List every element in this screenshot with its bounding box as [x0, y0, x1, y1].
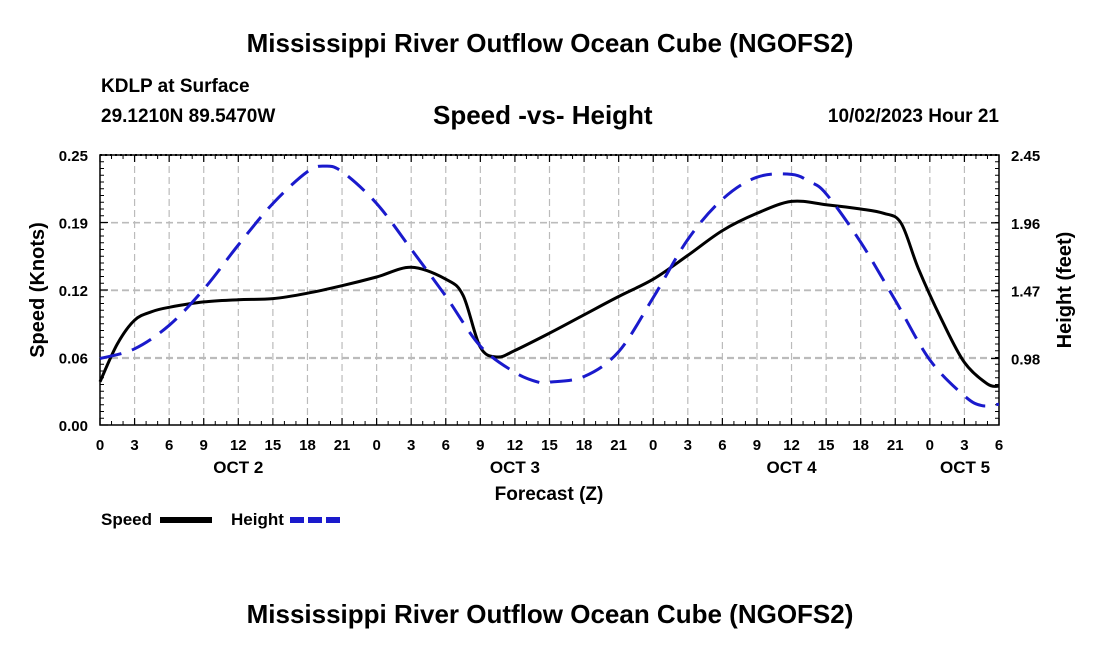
x-tick-label: 12: [230, 437, 247, 454]
x-tick-label: 0: [372, 437, 380, 454]
x-tick-label: 6: [718, 437, 726, 454]
x-tick-label: 15: [541, 437, 558, 454]
x-tick-label: 12: [783, 437, 800, 454]
date-label: OCT 4: [767, 458, 818, 477]
y2-axis-tick-labels: 0.98 1.47 1.96 2.45: [1011, 148, 1040, 369]
x-tick-label: 3: [684, 437, 692, 454]
station-label: KDLP at Surface: [101, 76, 250, 97]
x-tick-label: 9: [476, 437, 484, 454]
date-label: OCT 2: [213, 458, 263, 477]
x-tick-label: 0: [926, 437, 934, 454]
series-lines: [98, 164, 1000, 408]
x-tick-label: 15: [818, 437, 835, 454]
y2-axis-label: Height (feet): [1054, 232, 1076, 349]
y-tick-label: 0.25: [59, 148, 88, 165]
y2-tick-label: 2.45: [1011, 148, 1040, 165]
x-tick-label: 6: [165, 437, 173, 454]
plot-frame: [99, 154, 1000, 426]
y-tick-label: 0.12: [59, 283, 88, 300]
x-tick-label: 9: [753, 437, 761, 454]
x-tick-label: 15: [265, 437, 282, 454]
x-tick-label: 12: [507, 437, 524, 454]
x-tick-label: 3: [130, 437, 138, 454]
chart-subtitle: Speed -vs- Height: [433, 100, 653, 130]
speed-series-line: [98, 199, 1000, 388]
y-tick-label: 0.19: [59, 216, 88, 233]
gridlines: [100, 155, 999, 425]
x-axis-label: Forecast (Z): [495, 484, 604, 505]
x-tick-label: 9: [200, 437, 208, 454]
x-tick-label: 3: [960, 437, 968, 454]
station-coords: 29.1210N 89.5470W: [101, 106, 276, 127]
forecast-datetime: 10/02/2023 Hour 21: [827, 106, 999, 127]
footer-title: Mississippi River Outflow Ocean Cube (NG…: [246, 599, 854, 629]
x-tick-label: 0: [649, 437, 657, 454]
y2-tick-label: 0.98: [1011, 352, 1040, 369]
x-tick-label: 18: [299, 437, 316, 454]
y2-tick-label: 1.47: [1011, 284, 1040, 301]
x-axis-tick-labels: 0 3 6 9 12 15 18 21 0 3 6 9 12 15 18 21 0 3 6 9 12 15 18 21 0 3 6: [96, 437, 1003, 454]
y2-tick-label: 1.96: [1011, 216, 1040, 233]
y-tick-label: 0.06: [59, 351, 88, 368]
y-axis-label: Speed (Knots): [27, 222, 49, 358]
x-tick-label: 21: [887, 437, 904, 454]
y-tick-label: 0.00: [59, 418, 88, 435]
chart-main-title: Mississippi River Outflow Ocean Cube (NG…: [246, 28, 854, 58]
date-label: OCT 5: [940, 458, 990, 477]
height-series-line: [99, 164, 1000, 408]
date-labels: OCT 2 OCT 3 OCT 4 OCT 5: [213, 458, 990, 477]
chart-svg: 0.00 0.06 0.12 0.19 0.25 0.98 1.47 1.96 2.45 0 3…: [27, 148, 1076, 529]
date-label: OCT 3: [490, 458, 540, 477]
legend: Speed Height: [101, 510, 342, 529]
legend-height-label: Height: [231, 510, 284, 529]
x-tick-label: 3: [407, 437, 415, 454]
x-tick-label: 21: [334, 437, 351, 454]
legend-speed-label: Speed: [101, 510, 152, 529]
y-axis-tick-labels: 0.00 0.06 0.12 0.19 0.25: [59, 148, 88, 435]
x-tick-label: 18: [576, 437, 593, 454]
x-tick-label: 18: [852, 437, 869, 454]
x-tick-label: 6: [995, 437, 1003, 454]
x-tick-label: 0: [96, 437, 104, 454]
x-tick-label: 21: [610, 437, 627, 454]
x-tick-label: 6: [442, 437, 450, 454]
